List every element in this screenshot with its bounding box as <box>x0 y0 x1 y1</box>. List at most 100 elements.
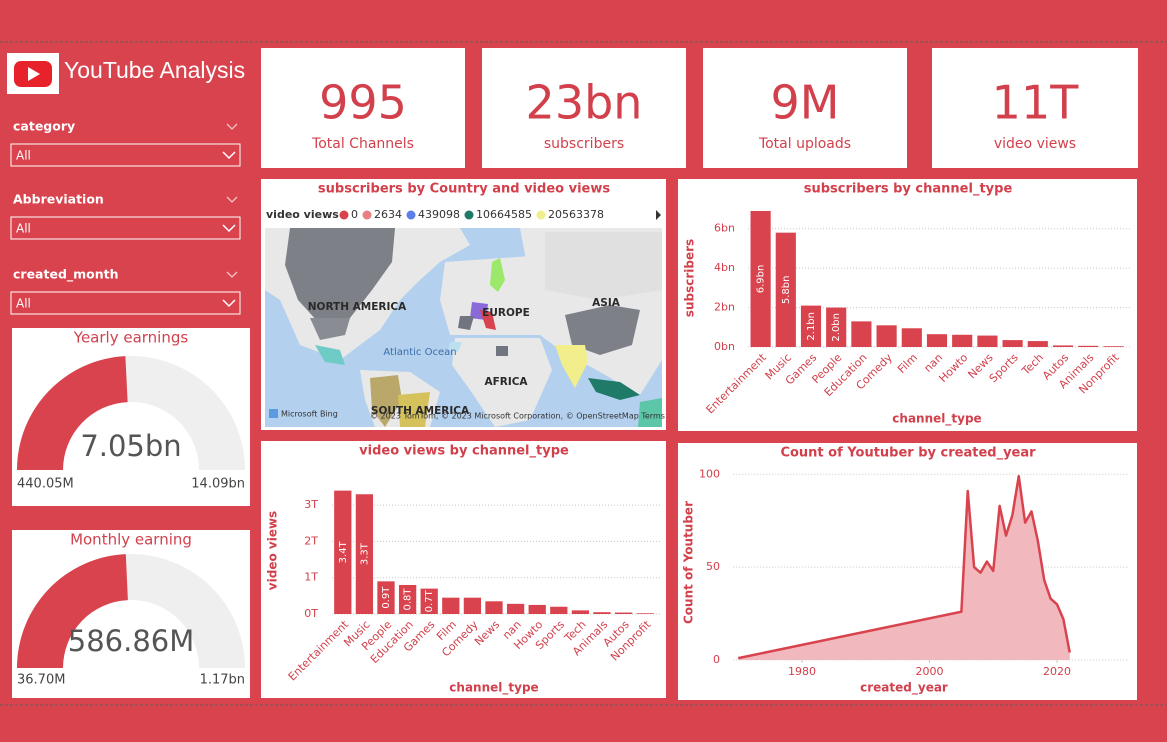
panel <box>678 443 1137 700</box>
data-label: 0.7T <box>424 589 435 612</box>
bar <box>1002 340 1023 347</box>
country <box>315 345 345 365</box>
map-label: NORTH AMERICA <box>308 301 407 313</box>
country <box>545 232 662 300</box>
kpi-card <box>261 48 465 168</box>
filter-dropdown[interactable] <box>10 216 241 240</box>
bar <box>614 612 633 614</box>
land <box>452 338 552 427</box>
bar <box>800 305 822 347</box>
x-tick-label: 2020 <box>1043 665 1071 678</box>
gauge-min-label: 36.70M <box>17 673 65 688</box>
bar <box>1078 345 1099 347</box>
app-title: YouTube Analysis <box>64 57 245 83</box>
map-copyright: © 2023 TomTom, © 2023 Microsoft Corporat… <box>370 412 665 421</box>
y-tick-label: 2T <box>304 534 318 547</box>
bar <box>876 325 897 347</box>
panel <box>261 441 666 698</box>
gauge-max-label: 1.17bn <box>200 673 245 688</box>
country <box>588 378 640 400</box>
y-tick-label: 0 <box>713 653 720 666</box>
gauge-title: Yearly earnings <box>73 329 189 347</box>
bar <box>851 321 872 347</box>
bar <box>952 334 973 347</box>
map-label: Atlantic Ocean <box>383 347 456 358</box>
legend-label: 20563378 <box>548 208 604 221</box>
data-label: 6.9bn <box>756 265 767 294</box>
map-label: ASIA <box>592 297 621 309</box>
y-tick-label: 1T <box>304 571 318 584</box>
x-tick-label: 2000 <box>916 665 944 678</box>
bar <box>1052 345 1074 347</box>
kpi-card <box>932 48 1138 168</box>
filter-collapse <box>226 123 238 130</box>
chart-title: subscribers by channel_type <box>804 182 1013 197</box>
kpi-value: 9M <box>771 76 840 130</box>
country <box>398 392 430 427</box>
dropdown-chevron <box>222 299 236 308</box>
bar <box>775 232 796 347</box>
kpi-value: 23bn <box>526 76 643 130</box>
filter-collapse <box>226 196 238 203</box>
bing-logo <box>269 409 278 418</box>
data-label: 2.1bn <box>806 312 817 341</box>
legend-scroll <box>656 210 661 220</box>
country <box>555 345 588 388</box>
bar <box>901 328 922 347</box>
bar <box>977 335 998 347</box>
map: NORTH AMERICA EUROPE ASIA Atlantic Ocean AFR… <box>265 228 665 427</box>
y-tick-label: 3T <box>304 498 318 511</box>
chart-title: Count of Youtuber by created_year <box>780 446 1036 461</box>
legend-label: 0 <box>351 208 358 221</box>
bar <box>1103 346 1124 347</box>
bar <box>750 210 771 347</box>
gauge-value-label: 7.05bn <box>80 429 181 463</box>
filter-collapse <box>226 271 238 278</box>
filter-dropdown[interactable] <box>10 143 241 167</box>
legend-swatch <box>536 210 546 220</box>
area <box>738 476 1070 660</box>
y-tick-label: 4bn <box>714 261 735 274</box>
filter-value: All <box>16 149 31 163</box>
legend-swatch <box>464 210 474 220</box>
filter-label: category <box>13 119 75 134</box>
data-label: 0.9T <box>381 586 392 609</box>
bar <box>571 610 590 614</box>
y-tick-label: 6bn <box>714 222 735 235</box>
y-tick-label: 50 <box>706 560 720 573</box>
legend-label: 439098 <box>418 208 460 221</box>
map-attribution: Microsoft Bing <box>281 410 338 419</box>
gauge-min-label: 440.05M <box>17 477 74 492</box>
y-axis-title: Count of Youtuber <box>682 501 696 624</box>
kpi-card <box>703 48 907 168</box>
map-label: AFRICA <box>484 376 528 388</box>
map-label: SOUTH AMERICA <box>371 405 470 417</box>
bar <box>463 597 482 614</box>
y-tick-label: 2bn <box>714 301 735 314</box>
gauge-value-label: 586.86M <box>68 624 195 658</box>
dropdown-chevron <box>222 224 236 233</box>
kpi-card <box>482 48 686 168</box>
gauge-value <box>17 356 128 470</box>
bar <box>442 597 460 614</box>
panel <box>678 179 1137 431</box>
x-axis-title: created_year <box>860 681 948 696</box>
legend-swatch <box>362 210 372 220</box>
legend-label: 10664585 <box>476 208 532 221</box>
kpi-value: 11T <box>992 76 1080 130</box>
data-label: 3.4T <box>338 540 349 563</box>
country <box>310 318 350 340</box>
gauge-max-label: 14.09bn <box>191 477 245 492</box>
legend-title: video views <box>266 208 339 221</box>
country <box>565 305 640 355</box>
country <box>448 342 462 352</box>
gauge-title: Monthly earning <box>70 531 192 549</box>
data-label: 3.3T <box>359 542 370 565</box>
chart-title: subscribers by Country and video views <box>318 182 610 197</box>
y-tick-label: 100 <box>699 467 720 480</box>
kpi-label: Total Channels <box>311 136 414 152</box>
land <box>440 255 545 335</box>
filter-dropdown[interactable] <box>10 291 241 315</box>
filter-value: All <box>16 222 31 236</box>
